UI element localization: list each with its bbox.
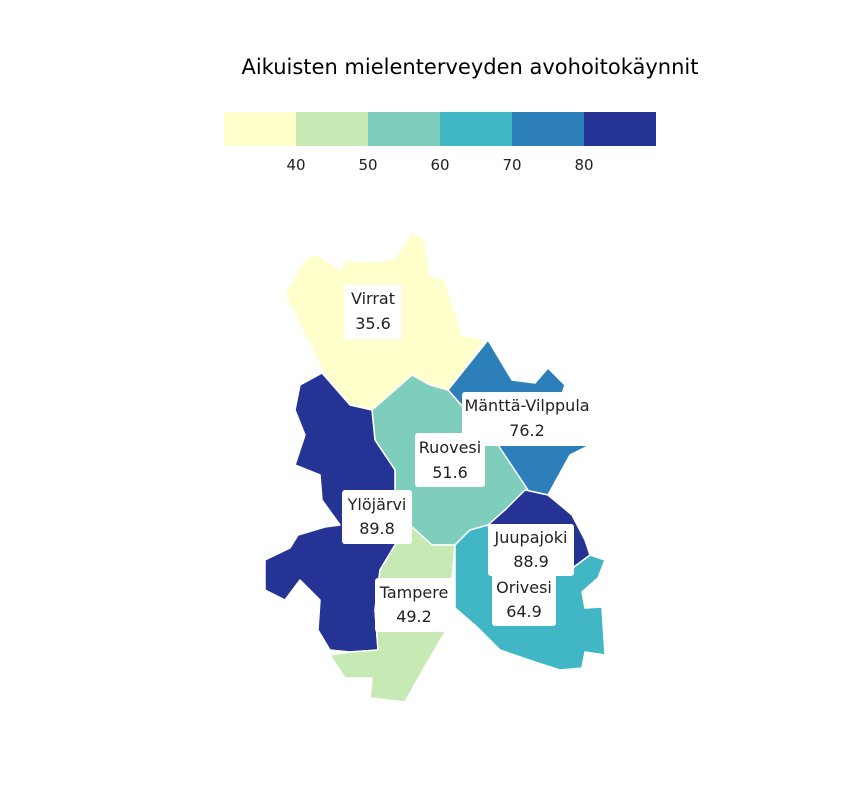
legend-bin-2 [296, 112, 368, 146]
label-ylojarvi-name: Ylöjärvi [347, 495, 407, 514]
color-legend: 40 50 60 70 80 [224, 112, 656, 174]
legend-break-50: 50 [358, 156, 377, 174]
legend-break-40: 40 [286, 156, 305, 174]
legend-bin-3 [368, 112, 440, 146]
legend-bin-4 [440, 112, 512, 146]
label-orivesi-name: Orivesi [496, 578, 552, 597]
label-orivesi-value: 64.9 [506, 602, 542, 621]
label-ruovesi-value: 51.6 [432, 463, 468, 482]
legend-break-60: 60 [430, 156, 449, 174]
label-juupajoki-name: Juupajoki [494, 528, 568, 547]
label-tampere-name: Tampere [379, 583, 449, 602]
label-ylojarvi: Ylöjärvi 89.8 [342, 490, 412, 544]
legend-break-70: 70 [502, 156, 521, 174]
label-tampere-value: 49.2 [396, 607, 432, 626]
region-ylojarvi[interactable] [264, 372, 411, 653]
region-labels: Virrat 35.6 Mänttä-Vilppula 76.2 Ruovesi… [342, 285, 592, 632]
label-juupajoki-value: 88.9 [513, 552, 549, 571]
label-juupajoki: Juupajoki 88.9 [488, 524, 574, 576]
label-virrat-name: Virrat [351, 289, 395, 308]
label-orivesi: Orivesi 64.9 [492, 574, 556, 626]
label-manttavilppula: Mänttä-Vilppula 76.2 [462, 392, 592, 446]
label-ruovesi: Ruovesi 51.6 [415, 433, 485, 487]
legend-break-80: 80 [574, 156, 593, 174]
map-title: Aikuisten mielenterveyden avohoitokäynni… [241, 55, 699, 79]
label-manttavilppula-name: Mänttä-Vilppula [464, 396, 589, 415]
label-tampere: Tampere 49.2 [375, 578, 453, 632]
label-virrat: Virrat 35.6 [344, 285, 402, 339]
label-ylojarvi-value: 89.8 [359, 519, 395, 538]
legend-bin-6 [584, 112, 656, 146]
label-ruovesi-name: Ruovesi [419, 438, 481, 457]
legend-bin-5 [512, 112, 584, 146]
legend-bin-1 [224, 112, 296, 146]
label-virrat-value: 35.6 [355, 314, 391, 333]
label-manttavilppula-value: 76.2 [509, 421, 545, 440]
